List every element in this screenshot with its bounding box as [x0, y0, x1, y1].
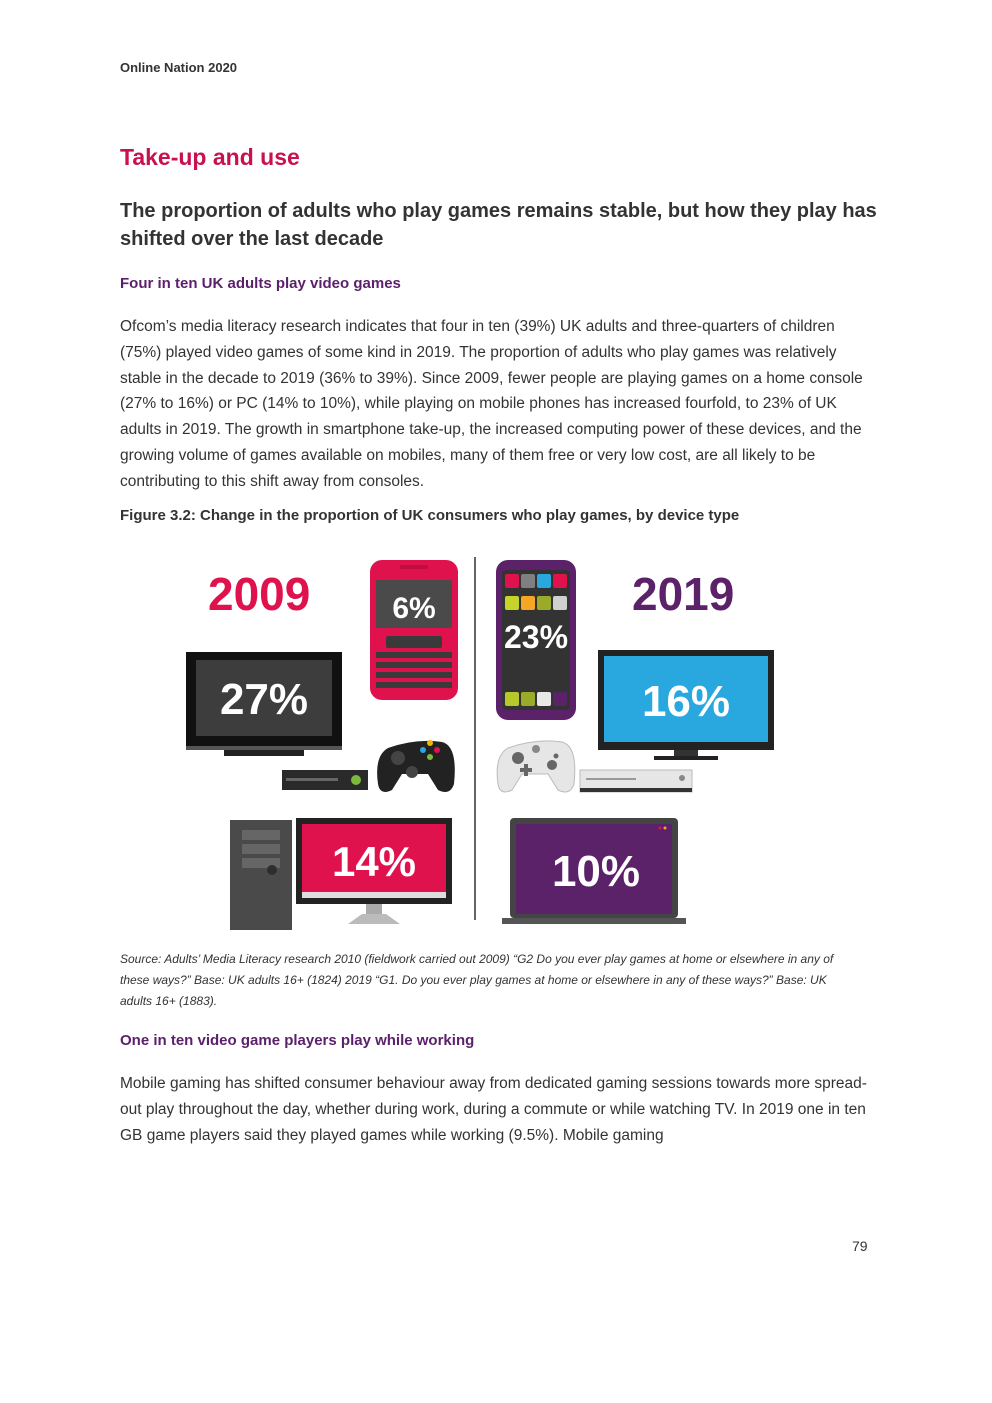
mobile-2009-value: 6%	[392, 592, 435, 625]
mobile-2019-value: 23%	[504, 619, 568, 655]
subheading-play-video-games: Four in ten UK adults play video games	[120, 275, 401, 292]
section-subtitle: The proportion of adults who play games …	[120, 200, 877, 250]
console-2019-icon	[579, 769, 693, 793]
year-2009-label: 2009	[208, 568, 310, 620]
pc-2009-value: 14%	[332, 838, 416, 885]
smartphone-icon	[496, 560, 576, 720]
feature-phone-icon	[370, 560, 458, 700]
paragraph-intro: Ofcom’s media literacy research indicate…	[120, 318, 863, 490]
monitor-2009-icon	[296, 818, 452, 924]
running-title: Online Nation 2020	[120, 60, 238, 75]
console-2019-value: 16%	[642, 677, 730, 726]
flat-tv-icon	[598, 650, 774, 760]
console-2009-value: 27%	[220, 675, 308, 724]
section-title: Take-up and use	[120, 144, 300, 170]
laptop-icon	[502, 818, 686, 924]
device-infographic: 2009 6% 27%	[180, 552, 790, 937]
crt-tv-icon	[186, 652, 342, 756]
pc-tower-icon	[230, 820, 292, 930]
figure-source: Source: Adults’ Media Literacy research …	[120, 952, 834, 1008]
controller-2019-icon	[496, 740, 576, 793]
figure-caption: Figure 3.2: Change in the proportion of …	[120, 507, 740, 524]
subheading-play-while-working: One in ten video game players play while…	[120, 1032, 475, 1049]
pc-2019-value: 10%	[552, 847, 640, 896]
console-2009-icon	[282, 770, 368, 790]
paragraph-working: Mobile gaming has shifted consumer behav…	[120, 1075, 867, 1144]
year-2019-label: 2019	[632, 568, 734, 620]
page-number: 79	[852, 1238, 868, 1254]
controller-2009-icon	[377, 740, 455, 792]
